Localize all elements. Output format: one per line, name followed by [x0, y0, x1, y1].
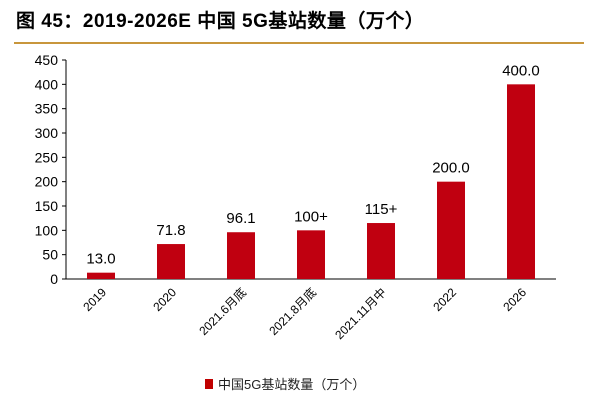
legend-swatch [205, 378, 213, 389]
bar [297, 230, 325, 279]
title-divider [14, 42, 584, 44]
data-label: 115+ [365, 201, 398, 218]
bar [227, 232, 255, 279]
y-tick-label: 0 [50, 271, 58, 287]
y-tick-label: 400 [35, 76, 59, 92]
y-tick-label: 300 [35, 125, 59, 141]
x-tick-label: 2021.8月底 [266, 285, 320, 339]
x-tick-label: 2021.11月中 [331, 285, 389, 343]
x-tick-label: 2020 [150, 285, 179, 314]
bar [87, 272, 115, 279]
bar [437, 181, 465, 279]
data-label: 13.0 [86, 251, 115, 268]
y-tick-label: 100 [35, 222, 59, 238]
chart-title: 图 45：2019-2026E 中国 5G基站数量（万个） [16, 11, 425, 32]
y-tick-label: 250 [35, 149, 59, 165]
y-tick-label: 200 [35, 174, 59, 190]
y-tick-label: 150 [35, 198, 59, 214]
data-label: 200.0 [432, 160, 470, 177]
x-tick-label: 2022 [430, 285, 459, 314]
bar [157, 244, 185, 279]
bar [367, 223, 395, 279]
x-tick-label: 2026 [500, 285, 529, 314]
y-tick-label: 450 [35, 52, 59, 68]
legend-label: 中国5G基站数量（万个） [218, 377, 366, 392]
legend: 中国5G基站数量（万个） [205, 374, 365, 393]
y-tick-label: 350 [35, 101, 59, 117]
y-tick-label: 50 [42, 247, 58, 263]
data-label: 400.0 [502, 62, 540, 79]
x-tick-label: 2019 [80, 285, 109, 314]
data-label: 96.1 [226, 210, 255, 227]
bar [507, 84, 535, 279]
data-label: 100+ [294, 208, 328, 225]
x-tick-label: 2021.6月底 [196, 285, 250, 339]
data-label: 71.8 [156, 222, 185, 239]
